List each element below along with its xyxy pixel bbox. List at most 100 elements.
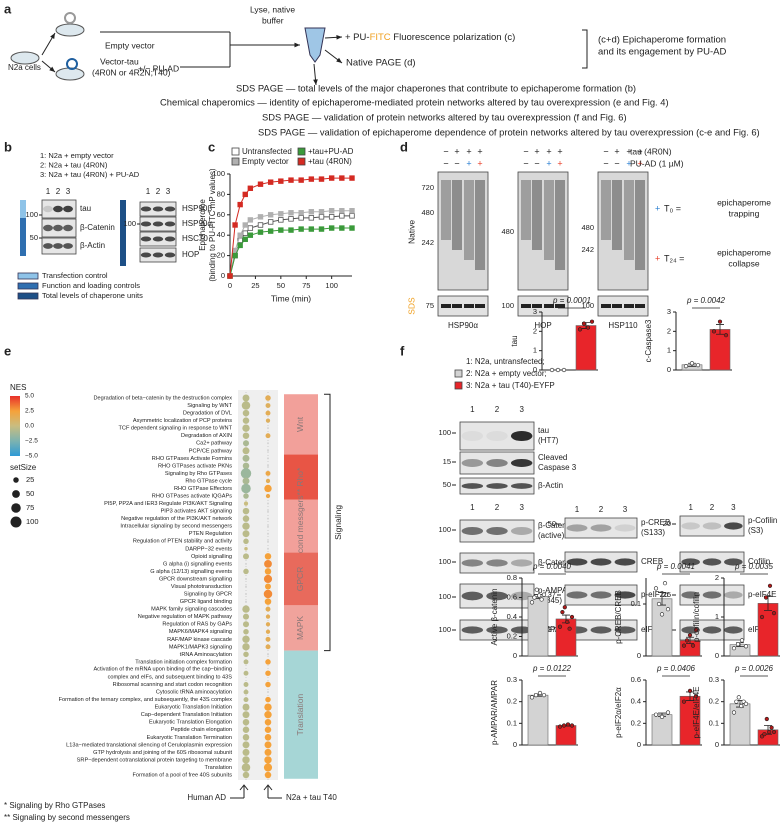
data-point <box>653 712 659 717</box>
label: +/− PU-AD <box>138 63 179 73</box>
marker <box>267 228 274 234</box>
band <box>461 459 484 467</box>
sign: − <box>454 158 459 168</box>
arrow-head <box>50 33 55 39</box>
band <box>152 252 164 258</box>
data-point <box>565 619 570 624</box>
dot <box>241 401 251 410</box>
label: 75 <box>26 503 34 512</box>
band <box>590 626 612 634</box>
smear <box>601 180 611 240</box>
label: (4R0N or 4R2N;T40) <box>92 67 171 77</box>
dot <box>265 644 271 650</box>
label: 3 <box>623 505 628 514</box>
pathway-name: Asymmetric localization of PCP proteins <box>133 418 232 424</box>
p-value: p = 0.0041 <box>656 562 695 571</box>
data-point <box>693 694 699 699</box>
data-point <box>560 610 565 615</box>
label: 3 <box>66 187 71 196</box>
band <box>152 206 164 212</box>
data-point <box>723 333 729 338</box>
label: 100 <box>501 301 514 310</box>
size-key <box>12 490 20 498</box>
band <box>164 221 176 227</box>
marker <box>247 225 254 231</box>
band <box>486 559 508 567</box>
label: 1: N2a, untransfected; <box>466 357 545 366</box>
marker <box>308 209 315 215</box>
label: 1 <box>146 187 151 196</box>
band <box>624 304 634 308</box>
data-point <box>681 643 687 648</box>
data-point <box>562 605 567 610</box>
y-tick-label: 1 <box>667 346 671 355</box>
band <box>164 206 176 212</box>
sign: − <box>614 158 619 168</box>
label: 480 <box>421 208 434 217</box>
y-tick-label: 0.6 <box>507 592 517 601</box>
fp-part: + PU- <box>345 32 370 43</box>
x-tick-label: 50 <box>277 281 285 290</box>
legend-swatch <box>454 369 463 378</box>
marker <box>278 211 284 217</box>
group-block <box>284 499 318 553</box>
dot <box>242 440 250 447</box>
marker <box>339 175 345 181</box>
empty-cell <box>267 517 269 520</box>
pathway-name: Rho GTPase cycle <box>185 478 232 484</box>
y-tick-label: 0.3 <box>709 675 719 684</box>
label: 100 <box>26 517 39 526</box>
group-label: Translation <box>295 694 305 736</box>
y-axis-label: c-Caspase3 <box>644 319 653 362</box>
marker <box>308 226 315 232</box>
pathway-name: tRNA Aminoacylation <box>180 652 232 658</box>
band <box>486 626 508 634</box>
data-point <box>731 710 737 715</box>
band <box>461 626 484 634</box>
pathway-name: G alpha (12/13) signalling events <box>150 569 232 575</box>
dot <box>243 538 249 545</box>
band <box>555 304 565 308</box>
dot <box>242 643 250 651</box>
band <box>486 591 508 601</box>
smear <box>612 180 622 250</box>
empty-cell <box>267 502 269 505</box>
marker <box>298 226 304 232</box>
label: p-eIF2α <box>641 590 669 599</box>
dot <box>242 703 250 711</box>
data-point <box>767 729 772 735</box>
label: collapse <box>728 258 759 268</box>
dish <box>55 67 85 81</box>
empty-cell <box>245 600 247 603</box>
fp-part: Fluorescence polarization (c) <box>391 32 516 43</box>
y-tick-label: 100 <box>212 169 225 178</box>
pathway-name: Regulation of RAS by GAPs <box>162 622 232 628</box>
x-tick-label: 75 <box>302 281 310 290</box>
smear <box>464 180 474 260</box>
band <box>702 522 722 530</box>
data-point <box>771 729 777 735</box>
marker <box>257 229 264 235</box>
pathway-name: Negative regulation of MAPK pathway <box>138 614 232 620</box>
dot <box>242 711 250 719</box>
dot <box>242 748 250 756</box>
blot <box>517 295 569 317</box>
label: 480 <box>501 227 514 236</box>
label: + <box>655 203 660 213</box>
pathway-name: Translation <box>205 765 232 771</box>
marker <box>318 176 325 182</box>
dot <box>244 547 248 551</box>
pathway-name: Degradation of AXIN <box>181 433 232 439</box>
band <box>702 558 722 566</box>
pathway-name: Signaling by WNT <box>187 403 232 409</box>
dot <box>264 726 272 734</box>
empty-cell <box>267 457 269 460</box>
band <box>464 304 474 308</box>
fp-part: FITC <box>370 32 391 43</box>
dot <box>242 530 250 538</box>
y-axis-label: p-eIF2α/eIF2α <box>614 687 623 738</box>
band <box>635 304 645 308</box>
x-tick-label: 25 <box>251 281 259 290</box>
empty-cell <box>267 464 269 467</box>
bar <box>757 603 779 657</box>
